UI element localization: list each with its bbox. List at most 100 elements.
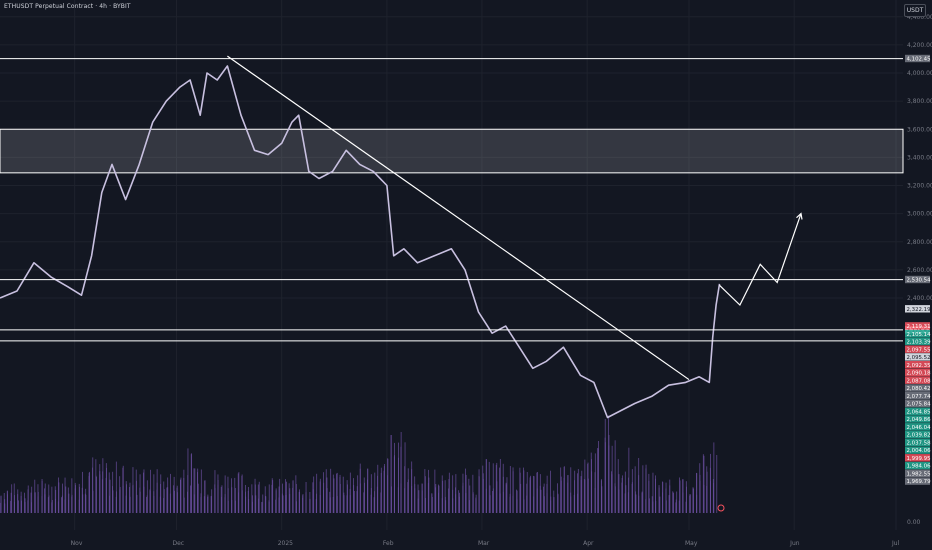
- volume-bar: [81, 487, 83, 513]
- volume-bar: [234, 488, 236, 513]
- volume-bar: [197, 483, 199, 513]
- volume-bar: [112, 490, 114, 513]
- volume-bar: [628, 477, 629, 513]
- price-label-text: 1,982.55: [907, 471, 931, 477]
- volume-bar: [557, 493, 559, 513]
- volume-bar: [112, 486, 113, 513]
- price-label-tag[interactable]: [905, 54, 930, 63]
- volume-bar: [325, 469, 327, 513]
- volume-bar: [679, 477, 680, 513]
- price-label-tag[interactable]: [905, 376, 930, 384]
- resistance-zone[interactable]: [0, 128, 904, 174]
- price-label-tag[interactable]: [905, 345, 930, 353]
- volume-bar: [58, 482, 60, 513]
- volume-bar: [14, 495, 15, 513]
- y-tick-label: 4,400.00: [907, 14, 932, 21]
- volume-bar: [11, 484, 13, 513]
- volume-bar: [407, 482, 409, 513]
- price-label-tag[interactable]: [905, 423, 930, 431]
- volume-bar: [79, 486, 80, 513]
- price-label-text: 2,087.08: [907, 378, 932, 384]
- price-label-tag[interactable]: [905, 415, 930, 423]
- volume-bar: [604, 437, 606, 513]
- price-label-text: 2,080.42: [907, 386, 931, 392]
- volume-bar: [61, 497, 62, 513]
- price-label-tag[interactable]: [905, 399, 930, 408]
- volume-bar: [621, 482, 623, 513]
- volume-bar: [64, 477, 66, 513]
- time-axis[interactable]: [0, 531, 932, 550]
- price-series-line[interactable]: [0, 65, 721, 419]
- volume-bar: [353, 478, 354, 513]
- price-label-tag[interactable]: [905, 438, 930, 446]
- volume-bar: [132, 485, 134, 513]
- price-label-tag[interactable]: [905, 454, 930, 462]
- volume-bar: [692, 488, 694, 513]
- volume-bar: [326, 477, 328, 513]
- volume-bar: [278, 486, 280, 513]
- price-label-tag[interactable]: [905, 446, 930, 454]
- volume-bar: [187, 448, 189, 513]
- price-label-tag[interactable]: [905, 326, 930, 334]
- volume-bar: [167, 487, 169, 513]
- price-label-tag[interactable]: [905, 322, 930, 330]
- currency-badge[interactable]: USDT: [904, 4, 926, 17]
- volume-bar: [380, 467, 382, 513]
- volume-bar: [332, 474, 334, 513]
- volume-bar: [129, 487, 130, 513]
- price-label-tag[interactable]: [905, 353, 930, 361]
- price-label-tag[interactable]: [905, 430, 930, 439]
- chart-title: ETHUSDT Perpetual Contract · 4h · BYBIT: [4, 3, 131, 10]
- descending-trendline[interactable]: [227, 55, 690, 381]
- volume-bar: [51, 500, 53, 513]
- volume-bar: [390, 435, 392, 513]
- projection-path[interactable]: [719, 213, 802, 306]
- volume-bar: [601, 479, 602, 513]
- price-label-tag[interactable]: [905, 305, 930, 313]
- volume-bar: [55, 498, 56, 513]
- price-label-tag[interactable]: [905, 469, 930, 477]
- volume-bar: [298, 492, 300, 513]
- volume-bar: [638, 495, 640, 513]
- volume-bar: [465, 493, 467, 513]
- volume-bar: [407, 468, 409, 513]
- price-label-tag[interactable]: [905, 337, 930, 346]
- volume-bar: [424, 469, 426, 513]
- volume-bar: [126, 484, 127, 513]
- price-label-text: 2,037.58: [907, 440, 932, 446]
- price-label-tag[interactable]: [905, 368, 930, 377]
- volume-bar: [685, 501, 687, 513]
- volume-bar: [146, 497, 147, 513]
- volume-bar: [166, 487, 168, 513]
- volume-bar: [332, 497, 334, 513]
- volume-bar: [288, 483, 290, 513]
- alert-marker-icon[interactable]: [717, 504, 725, 512]
- volume-bar: [102, 471, 104, 513]
- volume-bar: [505, 482, 507, 513]
- volume-bar: [434, 469, 436, 513]
- price-label-tag[interactable]: [905, 361, 930, 369]
- price-label-tag[interactable]: [905, 461, 930, 470]
- price-label-tag[interactable]: [905, 407, 930, 415]
- volume-bar: [652, 472, 654, 513]
- volume-bar: [88, 472, 90, 513]
- volume-bar: [302, 494, 304, 513]
- price-label-tag[interactable]: [905, 384, 930, 392]
- volume-bar: [37, 484, 39, 513]
- price-label-tag[interactable]: [905, 392, 930, 400]
- price-label-tag[interactable]: [905, 477, 930, 485]
- volume-bar: [252, 495, 253, 513]
- volume-bar: [560, 476, 562, 513]
- volume-bar: [696, 472, 697, 513]
- price-label-tag[interactable]: [905, 275, 930, 284]
- volume-bar: [452, 489, 454, 513]
- volume-bar: [495, 464, 497, 513]
- x-tick-label: 2025: [278, 540, 293, 547]
- volume-bar: [614, 440, 616, 513]
- volume-bar: [655, 475, 656, 513]
- volume-bar: [220, 486, 222, 513]
- volume-bar: [227, 500, 229, 513]
- price-label-tag[interactable]: [905, 330, 930, 338]
